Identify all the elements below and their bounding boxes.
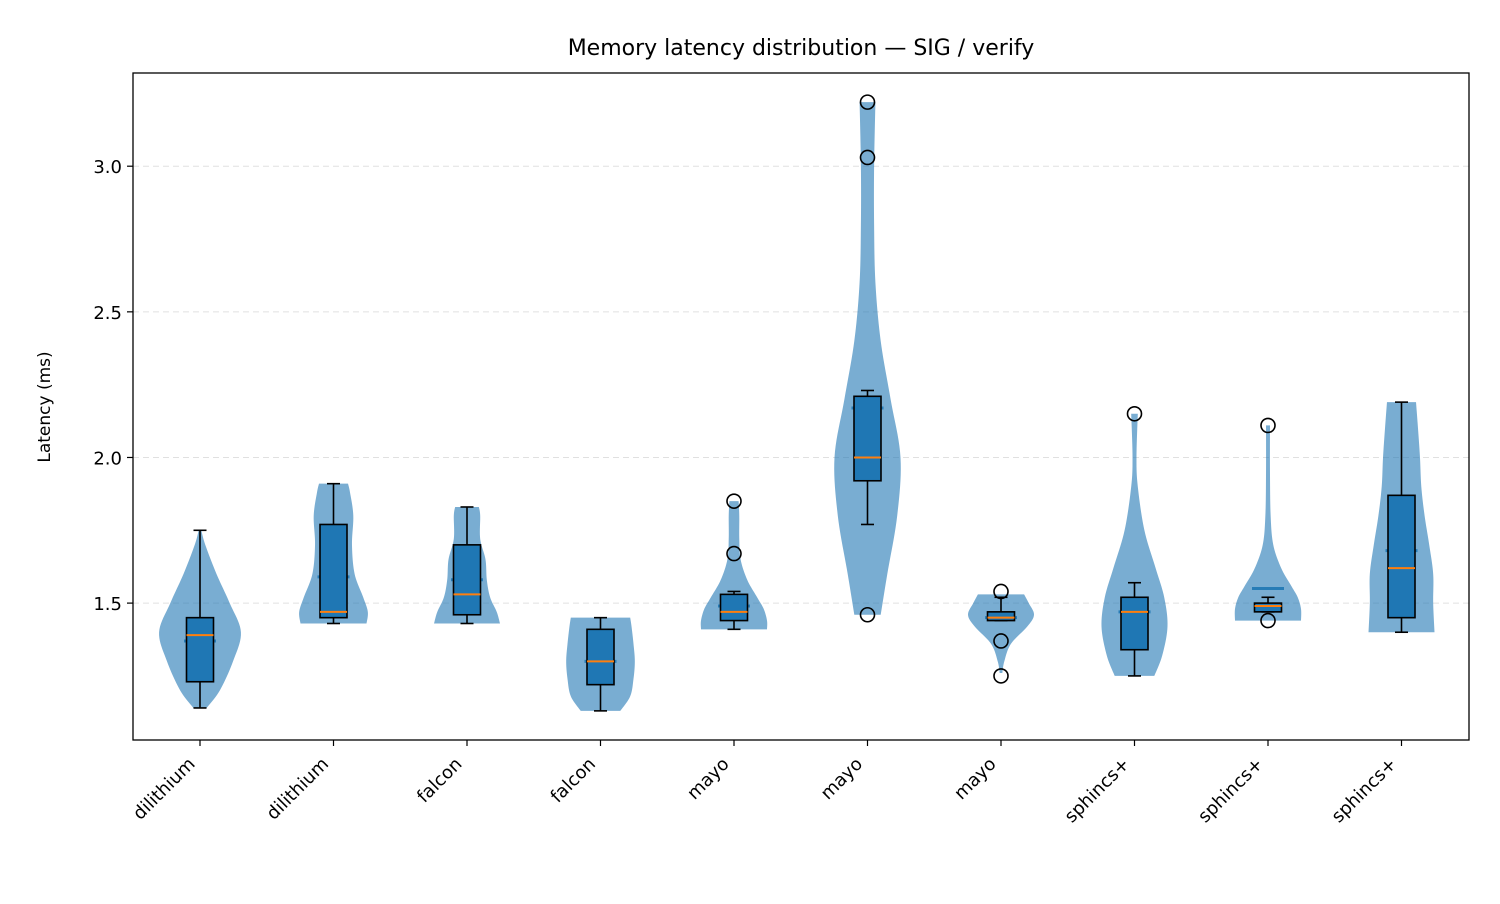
axis-layer: 1.5 2.0 2.5 3.0 dilithium dilithium falcon falc… xyxy=(93,157,1401,827)
x-tick-label: sphincs+ xyxy=(1061,754,1135,828)
x-tick-label: mayo xyxy=(817,754,867,804)
x-tick-label: sphincs+ xyxy=(1194,754,1268,828)
box-iqr xyxy=(1121,597,1148,649)
y-tick-label: 2.5 xyxy=(93,303,122,324)
x-tick-label: sphincs+ xyxy=(1328,754,1402,828)
y-tick-label: 2.0 xyxy=(93,448,122,469)
plot-frame xyxy=(133,73,1469,740)
y-axis-label: Latency (ms) xyxy=(35,351,55,462)
violin-layer xyxy=(159,102,1434,711)
box-iqr xyxy=(454,545,481,615)
box-iqr xyxy=(320,524,347,617)
x-tick-label: falcon xyxy=(413,754,467,808)
violin-body xyxy=(1235,425,1301,620)
box-iqr xyxy=(854,396,881,480)
box-layer xyxy=(187,95,1416,711)
x-tick-label: dilithium xyxy=(129,754,200,825)
y-tick-label: 1.5 xyxy=(93,594,122,615)
box-iqr xyxy=(1388,495,1415,617)
y-tick-label: 3.0 xyxy=(93,157,122,178)
x-tick-label: mayo xyxy=(950,754,1000,804)
x-tick-label: mayo xyxy=(683,754,733,804)
chart-title: Memory latency distribution — SIG / veri… xyxy=(568,36,1035,61)
box-iqr xyxy=(988,612,1015,621)
box-iqr xyxy=(187,618,214,682)
box-iqr xyxy=(1255,603,1282,612)
violin-body xyxy=(834,102,901,615)
box-iqr xyxy=(721,594,748,620)
x-tick-label: dilithium xyxy=(262,754,333,825)
box-iqr xyxy=(587,629,614,684)
x-tick-label: falcon xyxy=(547,754,601,808)
